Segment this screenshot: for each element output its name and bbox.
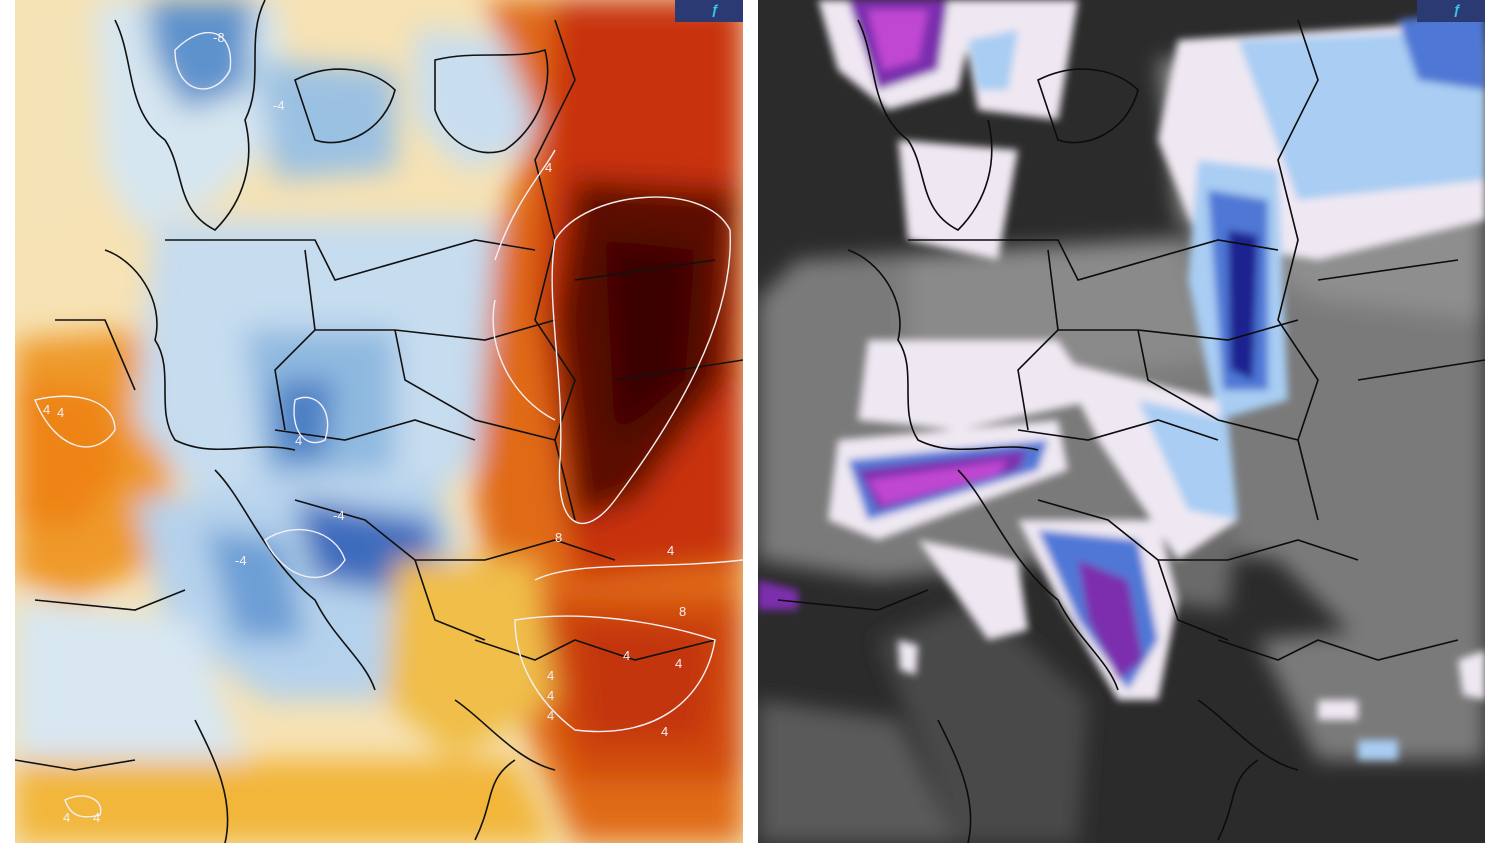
- contour-label: 4: [675, 656, 682, 671]
- contour-label: 4: [661, 724, 668, 739]
- contour-labels: -8 -4 -4 -4 4 4 4 4 4 4 8 8 4 4 4 4 4 4 …: [43, 30, 686, 825]
- temperature-anomaly-svg: -8 -4 -4 -4 4 4 4 4 4 4 8 8 4 4 4 4 4 4 …: [15, 0, 743, 843]
- provider-logo: ƒ: [1417, 0, 1485, 22]
- contour-label: 4: [667, 543, 674, 558]
- contour-label: -4: [235, 553, 247, 568]
- snow-cover-field: [758, 0, 1485, 760]
- contour-label: -8: [213, 30, 225, 45]
- contour-label: 4: [547, 708, 554, 723]
- contour-label: 4: [93, 810, 100, 825]
- country-borders: [15, 0, 743, 843]
- contour-label: 4: [547, 668, 554, 683]
- contour-label: 4: [57, 405, 64, 420]
- contour-label: 4: [63, 810, 70, 825]
- panel-divider: [743, 0, 758, 843]
- anomaly-field: [15, 0, 743, 843]
- contour-label: 4: [547, 688, 554, 703]
- contour-label: 4: [43, 402, 50, 417]
- contour-label: 4: [295, 433, 302, 448]
- country-borders: [777, 19, 1485, 843]
- logo-glyph: ƒ: [711, 1, 719, 17]
- temperature-anomaly-map: -8 -4 -4 -4 4 4 4 4 4 4 8 8 4 4 4 4 4 4 …: [15, 0, 743, 843]
- contour-label: -4: [273, 98, 285, 113]
- contour-label: 8: [679, 604, 686, 619]
- logo-glyph: ƒ: [1453, 1, 1461, 17]
- provider-logo: ƒ: [675, 0, 743, 22]
- anomaly-contours: [34, 31, 743, 818]
- panel-edge: [1485, 0, 1500, 843]
- contour-label: -4: [333, 508, 345, 523]
- snow-depth-map: ƒ: [758, 0, 1485, 843]
- contour-label: 4: [623, 648, 630, 663]
- contour-label: 4: [545, 160, 552, 175]
- snow-depth-svg: [758, 0, 1485, 843]
- contour-label: 8: [555, 530, 562, 545]
